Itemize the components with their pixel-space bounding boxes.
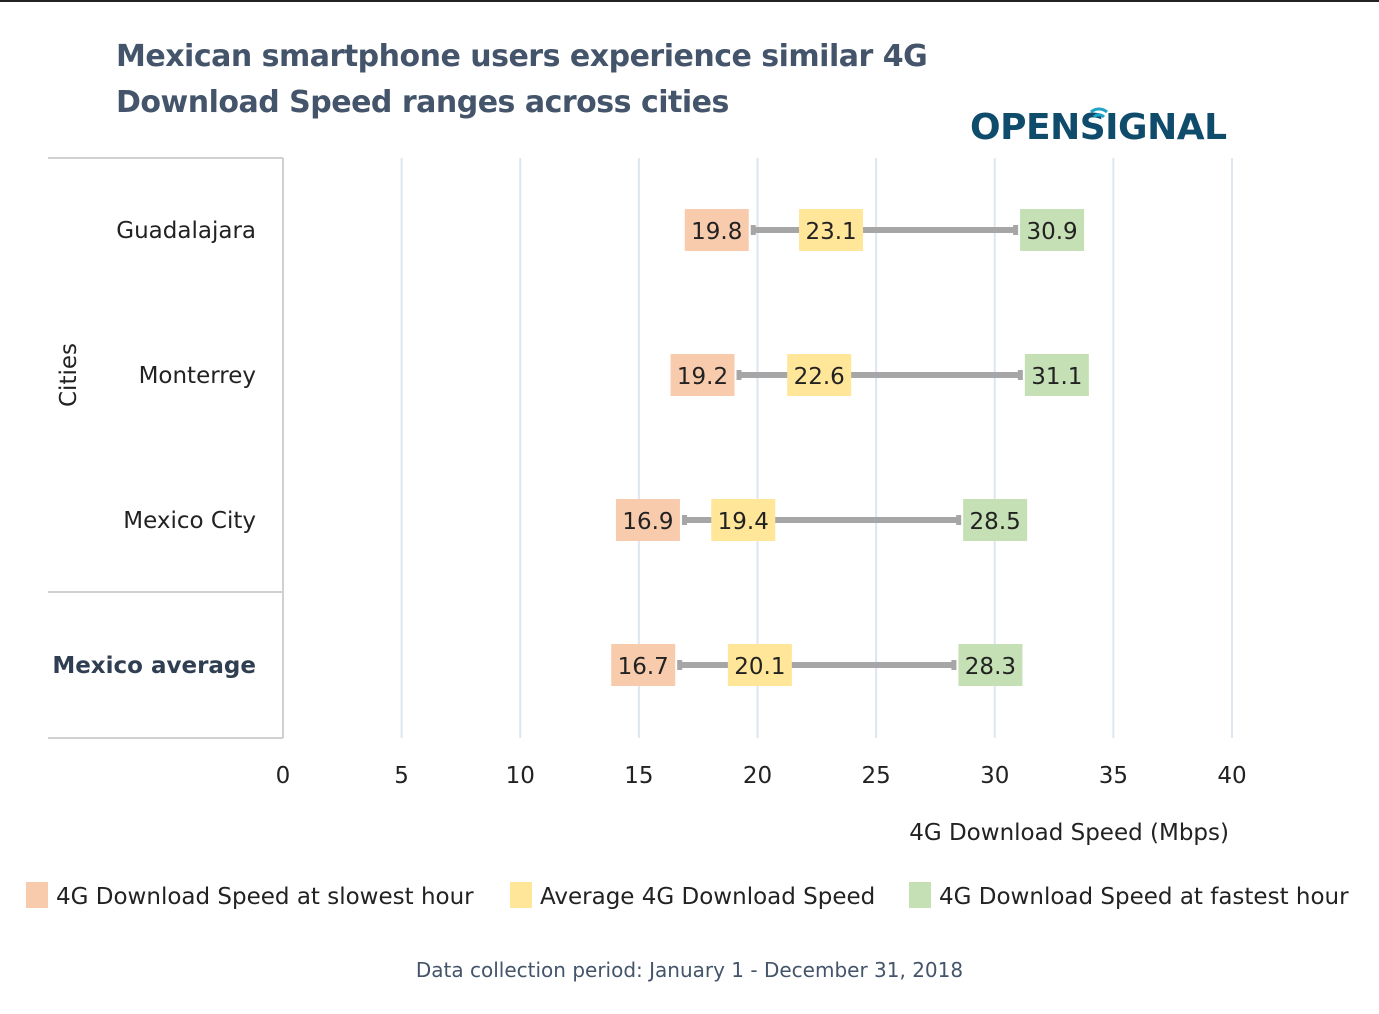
chart-title-line-2: Download Speed ranges across cities bbox=[116, 85, 729, 120]
data-box-average bbox=[711, 499, 776, 541]
data-collection-note: Data collection period: January 1 - Dece… bbox=[415, 958, 964, 982]
data-box-average bbox=[727, 644, 792, 686]
range-cap bbox=[750, 225, 756, 235]
data-box-slowest bbox=[615, 499, 680, 541]
range-cap bbox=[1013, 225, 1019, 235]
category-label: Mexico City bbox=[123, 508, 256, 534]
data-box-slowest bbox=[611, 644, 676, 686]
y-axis-title: Cities bbox=[56, 343, 82, 407]
range-cap bbox=[736, 370, 742, 380]
chart-title-line-1: Mexican smartphone users experience simi… bbox=[116, 39, 928, 74]
range-cap bbox=[681, 515, 687, 525]
range-cap bbox=[951, 660, 957, 670]
x-tick-label: 30 bbox=[980, 763, 1009, 789]
data-label-fastest: 28.3 bbox=[965, 654, 1016, 680]
data-box-slowest bbox=[670, 354, 735, 396]
data-label-slowest: 16.9 bbox=[622, 509, 673, 535]
data-label-average: 19.4 bbox=[718, 509, 769, 535]
top-border bbox=[0, 0, 1379, 2]
signal-icon bbox=[1090, 107, 1108, 119]
data-label-slowest: 19.2 bbox=[677, 364, 728, 390]
range-cap bbox=[677, 660, 683, 670]
x-tick-label: 10 bbox=[506, 763, 535, 789]
range-cap bbox=[956, 515, 962, 525]
opensignal-logo: OPENSIGNAL bbox=[970, 102, 1240, 154]
data-label-average: 23.1 bbox=[805, 219, 856, 245]
data-box-fastest bbox=[1020, 209, 1085, 251]
category-label: Monterrey bbox=[139, 363, 256, 389]
x-axis-title: 4G Download Speed (Mbps) bbox=[909, 820, 1229, 846]
x-tick-label: 0 bbox=[276, 763, 291, 789]
data-box-fastest bbox=[1024, 354, 1089, 396]
legend-label-slowest: 4G Download Speed at slowest hour bbox=[56, 884, 474, 910]
x-tick-label: 20 bbox=[743, 763, 772, 789]
x-tick-label: 5 bbox=[394, 763, 409, 789]
legend-label-average: Average 4G Download Speed bbox=[540, 884, 875, 910]
data-box-fastest bbox=[963, 499, 1028, 541]
dot-range-chart: Cities Guadalajara Monterrey Mexico City Mex… bbox=[26, 157, 1349, 910]
data-label-slowest: 16.7 bbox=[618, 654, 669, 680]
range-cap bbox=[1017, 370, 1023, 380]
data-label-fastest: 31.1 bbox=[1031, 364, 1082, 390]
x-tick-label: 40 bbox=[1217, 763, 1246, 789]
data-box-slowest bbox=[684, 209, 749, 251]
category-label: Guadalajara bbox=[116, 218, 256, 244]
x-tick-label: 35 bbox=[1099, 763, 1128, 789]
category-label: Mexico average bbox=[52, 653, 256, 679]
legend-swatch-slowest bbox=[26, 882, 48, 908]
data-label-fastest: 30.9 bbox=[1026, 219, 1077, 245]
legend-label-fastest: 4G Download Speed at fastest hour bbox=[939, 884, 1349, 910]
data-box-fastest bbox=[958, 644, 1023, 686]
data-box-average bbox=[799, 209, 864, 251]
data-label-fastest: 28.5 bbox=[970, 509, 1021, 535]
data-label-slowest: 19.8 bbox=[691, 219, 742, 245]
data-box-average bbox=[787, 354, 852, 396]
legend-swatch-average bbox=[510, 882, 532, 908]
x-tick-label: 25 bbox=[861, 763, 890, 789]
data-label-average: 20.1 bbox=[734, 654, 785, 680]
x-tick-label: 15 bbox=[624, 763, 653, 789]
data-label-average: 22.6 bbox=[794, 364, 845, 390]
chart-title: Mexican smartphone users experience simi… bbox=[116, 34, 936, 126]
legend-swatch-fastest bbox=[909, 882, 931, 908]
